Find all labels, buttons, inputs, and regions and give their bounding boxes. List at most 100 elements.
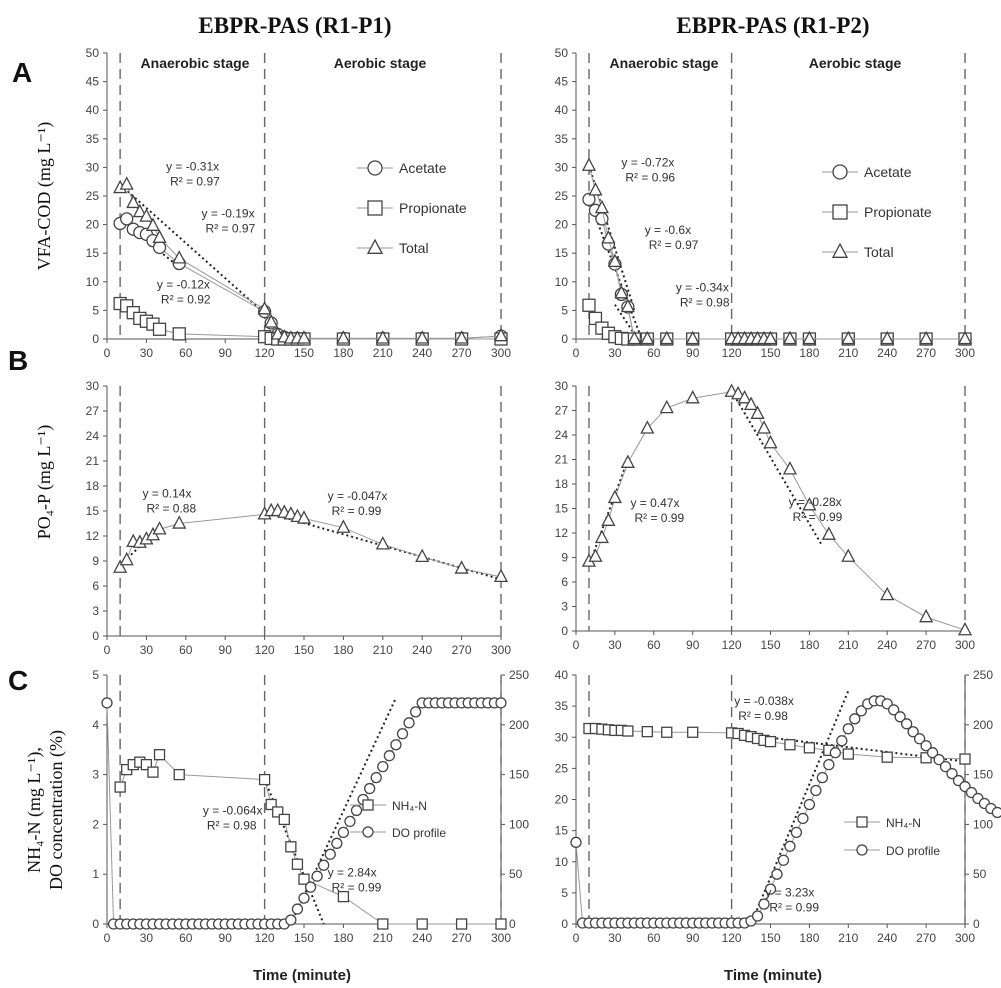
y2-tick-label-c2: 250 bbox=[973, 668, 993, 682]
x-tick-label-b2: 210 bbox=[838, 638, 858, 652]
data-point-c1-1 bbox=[495, 697, 507, 709]
data-point-c1-1 bbox=[285, 914, 297, 926]
data-point-c1-0 bbox=[140, 758, 153, 771]
equation-label-a1: y = -0.12x bbox=[157, 278, 210, 292]
x-tick-label-a2: 300 bbox=[955, 346, 975, 360]
legend-label-c1: NH₄-N bbox=[392, 799, 427, 813]
data-point-c1-0 bbox=[298, 873, 310, 885]
data-point-b1-0 bbox=[152, 521, 167, 535]
data-point-a1-2 bbox=[126, 194, 141, 209]
data-point-a2-2 bbox=[685, 330, 700, 345]
legend-marker-c1 bbox=[362, 799, 374, 811]
data-point-c2-1 bbox=[913, 733, 926, 745]
x-tick-label-b1: 90 bbox=[219, 643, 233, 657]
x-tick-label-b2: 150 bbox=[760, 638, 780, 652]
data-point-c1-0 bbox=[495, 918, 507, 930]
x-tick-label-c2: 270 bbox=[916, 931, 936, 945]
x-tick-label-b1: 300 bbox=[491, 643, 511, 657]
x-tick-label-c1: 150 bbox=[294, 931, 314, 945]
y-tick-label-a1: 15 bbox=[86, 246, 100, 260]
data-point-c2-1 bbox=[894, 711, 906, 723]
equation-label-a1: R² = 0.97 bbox=[170, 174, 220, 188]
data-point-c1-1 bbox=[409, 706, 422, 718]
x-tick-label-c2: 60 bbox=[647, 931, 661, 945]
y2-tick-label-c2: 0 bbox=[973, 917, 980, 931]
data-point-c1-0 bbox=[416, 918, 428, 930]
x-tick-label-b2: 60 bbox=[647, 638, 661, 652]
chart-b2: 0 30 60 90 120 150 180 210 240 270 300 0 3 6 9 12 15 18 21… bbox=[555, 379, 976, 652]
data-point-a2-0 bbox=[582, 192, 596, 207]
data-point-c2-0 bbox=[622, 725, 634, 737]
data-point-a2-2 bbox=[763, 330, 778, 345]
y-tick-label-c2: 20 bbox=[555, 793, 569, 807]
data-point-a1-2 bbox=[132, 203, 147, 218]
data-point-b1-0 bbox=[454, 560, 469, 574]
data-point-c2-1 bbox=[797, 812, 809, 825]
data-point-c1-1 bbox=[291, 903, 304, 915]
data-point-a2-2 bbox=[614, 285, 629, 299]
y-tick-label-b1: 24 bbox=[86, 429, 100, 443]
equation-label-a2: y = -0.34x bbox=[676, 281, 729, 295]
y-tick-label-a1: 35 bbox=[86, 132, 100, 146]
data-point-b2-0 bbox=[601, 512, 616, 526]
data-point-c1-1 bbox=[390, 739, 402, 751]
data-point-b2-0 bbox=[607, 489, 622, 504]
equation-label-c2: y = -0.038x bbox=[734, 694, 794, 708]
series-line-a2-0 bbox=[588, 199, 965, 340]
x-tick-label-b1: 180 bbox=[333, 643, 353, 657]
data-point-a1-2 bbox=[139, 208, 154, 222]
data-point-a2-1 bbox=[582, 298, 596, 312]
legend-marker-a1 bbox=[367, 160, 383, 176]
data-point-c1-0 bbox=[278, 813, 290, 826]
x-tick-label-b1: 270 bbox=[452, 643, 472, 657]
data-point-c1-0 bbox=[265, 798, 277, 811]
equation-label-c2: y = 3.23x bbox=[765, 886, 814, 900]
y-tick-label-a1: 5 bbox=[92, 303, 99, 317]
data-point-c1-1 bbox=[311, 870, 323, 882]
y-tick-label-b1: 12 bbox=[86, 529, 100, 543]
data-point-c2-1 bbox=[758, 898, 770, 910]
series-line-c1-1 bbox=[106, 702, 501, 925]
x-tick-label-a2: 240 bbox=[877, 346, 897, 360]
x-tick-label-c2: 300 bbox=[955, 931, 975, 945]
y-tick-label-a1: 45 bbox=[86, 75, 100, 89]
data-point-a2-2 bbox=[659, 330, 674, 345]
x-tick-label-c1: 30 bbox=[140, 931, 154, 945]
data-point-c1-0 bbox=[153, 749, 166, 761]
data-point-b2-0 bbox=[659, 399, 674, 414]
data-point-c1-0 bbox=[377, 918, 389, 930]
data-point-c2-1 bbox=[570, 836, 582, 848]
x-tick-label-b2: 180 bbox=[799, 638, 819, 652]
data-point-c1-1 bbox=[318, 859, 330, 871]
data-point-a2-2 bbox=[919, 330, 934, 345]
data-point-c2-1 bbox=[810, 784, 822, 797]
equation-label-c1: y = -0.064x bbox=[203, 803, 263, 817]
y-tick-label-a1: 25 bbox=[86, 189, 100, 203]
data-point-c1-1 bbox=[403, 717, 415, 729]
data-point-b2-0 bbox=[756, 420, 772, 434]
data-point-b2-0 bbox=[957, 621, 973, 636]
legend-marker-a2 bbox=[832, 164, 848, 180]
y-tick-label-c2: 5 bbox=[561, 886, 568, 900]
y-axis-label-c-line2: DO concentration (%) bbox=[46, 730, 67, 890]
data-point-a2-2 bbox=[601, 230, 616, 244]
stage-label-aerobic-right: Aerobic stage bbox=[809, 55, 902, 71]
equation-label-a1: y = -0.31x bbox=[166, 159, 219, 173]
legend-marker-a1 bbox=[366, 238, 384, 254]
y2-tick-label-c1: 250 bbox=[509, 668, 529, 682]
data-point-c1-0 bbox=[285, 841, 297, 853]
x-tick-label-b1: 240 bbox=[412, 643, 432, 657]
x-tick-label-c2: 180 bbox=[799, 931, 819, 945]
data-point-c2-1 bbox=[751, 910, 764, 922]
y-tick-label-a2: 15 bbox=[555, 246, 569, 260]
data-point-a1-2 bbox=[172, 250, 187, 264]
y2-tick-label-c1: 150 bbox=[509, 768, 529, 782]
equation-label-a1: R² = 0.92 bbox=[161, 293, 211, 307]
y-tick-label-b2: 24 bbox=[555, 428, 569, 442]
x-tick-label-b1: 30 bbox=[140, 643, 154, 657]
legend-marker-a1 bbox=[367, 200, 383, 216]
y-tick-label-c2: 25 bbox=[555, 761, 569, 775]
data-point-c2-1 bbox=[939, 760, 952, 773]
equation-label-a2: y = -0.6x bbox=[645, 223, 691, 237]
stage-label-aerobic-left: Aerobic stage bbox=[334, 55, 427, 71]
